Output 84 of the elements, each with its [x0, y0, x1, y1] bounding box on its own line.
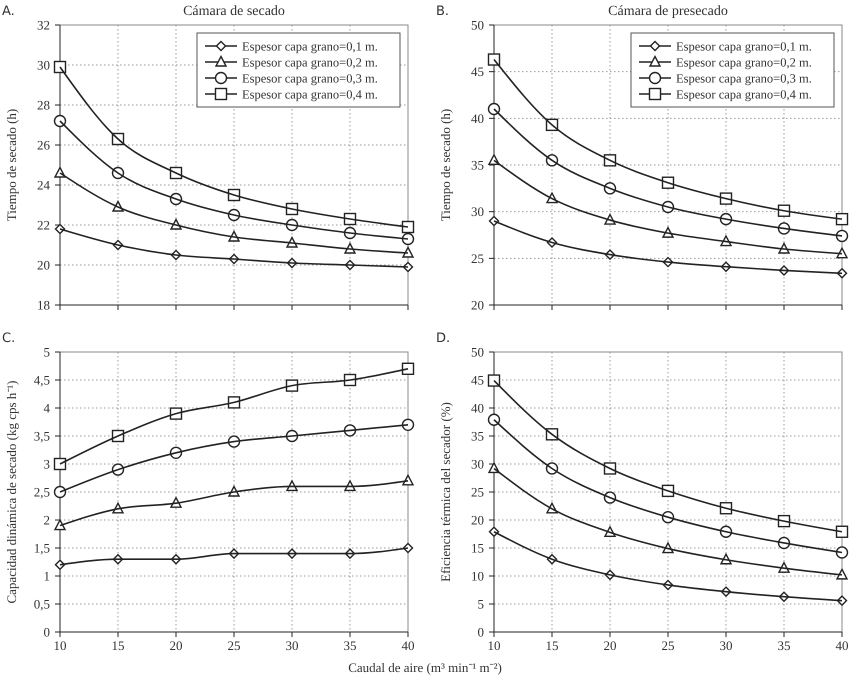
y-axis-title: Eficiencia térmica del secador (%) [438, 402, 453, 582]
y-tick-label: 26 [37, 138, 50, 153]
point [836, 212, 848, 226]
text: A. [2, 4, 15, 19]
y-tick-label: 20 [471, 298, 484, 313]
text: B. [436, 4, 450, 19]
y-tick-label: 0 [44, 624, 50, 640]
point [836, 230, 848, 242]
y-tick-label: 20 [37, 258, 50, 273]
legend-label: Espesor capa grano=0,1 m. [242, 39, 378, 54]
y-tick-label: 50 [471, 18, 484, 33]
y-tick-label: 25 [471, 250, 484, 266]
y-tick-label: 35 [471, 158, 484, 173]
y-tick-label: 45 [471, 64, 484, 80]
point [54, 486, 66, 498]
y-tick-label: 20 [471, 512, 484, 528]
y-tick-label: 32 [37, 18, 50, 33]
point [54, 60, 66, 74]
legend-label: Espesor capa grano=0,2 m. [242, 55, 378, 70]
x-tick-label: 30 [286, 638, 298, 653]
x-tick-label: 25 [228, 638, 240, 653]
point [836, 546, 848, 559]
x-tick-label: 35 [344, 638, 356, 653]
y-tick-label: 4,5 [34, 372, 50, 388]
y-tick-label: 22 [37, 218, 50, 233]
x-tick-label: 10 [54, 638, 66, 653]
y-tick-label: 3 [44, 456, 50, 472]
y-axis-title: Capacidad dinámica de secado (kg cps h⁻¹) [4, 380, 19, 604]
point [402, 362, 414, 375]
y-tick-label: 15 [471, 540, 484, 556]
y-tick-label: 30 [471, 456, 484, 472]
y-tick-label: 1 [44, 568, 50, 584]
chart-title: Cámara de presecado [608, 4, 728, 19]
x-tick-label: 40 [836, 638, 848, 653]
text: C. [2, 331, 16, 346]
y-tick-label: 10 [471, 568, 484, 584]
y-tick-label: 40 [471, 110, 484, 126]
legend-label: Espesor capa grano=0,2 m. [676, 55, 812, 70]
x-tick-label: 30 [720, 638, 732, 653]
legend-label: Espesor capa grano=0,3 m. [676, 71, 812, 86]
y-tick-label: 1,5 [34, 540, 50, 556]
point [836, 568, 848, 580]
point [54, 458, 66, 470]
legend-label: Espesor capa grano=0,4 m. [676, 87, 812, 102]
x-tick-label: 15 [112, 638, 124, 653]
y-axis-title: Tiempo de secado (h) [438, 108, 453, 222]
y-tick-label: 2 [44, 512, 50, 528]
x-axis-title: Caudal de aire (m³ min⁻¹ m⁻²) [348, 660, 502, 675]
x-tick-label: 40 [402, 638, 414, 653]
y-tick-label: 25 [471, 484, 484, 500]
y-tick-label: 24 [37, 178, 50, 193]
y-tick-label: 4 [44, 400, 50, 416]
x-tick-label: 20 [170, 638, 182, 653]
point [402, 246, 414, 258]
x-tick-label: 25 [662, 638, 674, 653]
y-tick-label: 45 [471, 372, 484, 388]
legend-label: Espesor capa grano=0,1 m. [676, 39, 812, 54]
y-tick-label: 30 [471, 204, 484, 220]
x-tick-label: 15 [546, 638, 558, 653]
point [836, 247, 848, 258]
legend-label: Espesor capa grano=0,3 m. [242, 71, 378, 86]
text: D. [436, 331, 450, 346]
legend-label: Espesor capa grano=0,4 m. [242, 87, 378, 102]
y-tick-label: 50 [471, 344, 484, 360]
y-tick-label: 40 [471, 400, 484, 416]
point [402, 232, 414, 246]
y-tick-label: 2,5 [34, 484, 50, 500]
y-axis-title: Tiempo de secado (h) [4, 108, 19, 222]
x-tick-label: 10 [488, 638, 500, 653]
y-tick-label: 18 [37, 298, 50, 313]
x-tick-label: 20 [604, 638, 616, 653]
y-tick-label: 0 [478, 624, 484, 640]
point [488, 414, 500, 426]
y-tick-label: 30 [37, 58, 50, 73]
y-tick-label: 3,5 [34, 428, 50, 444]
y-tick-label: 5 [44, 344, 50, 360]
x-tick-label: 35 [778, 638, 790, 653]
point [836, 526, 848, 538]
y-tick-label: 28 [37, 98, 50, 113]
chart-title: Cámara de secado [183, 4, 285, 19]
y-tick-label: 0,5 [34, 596, 50, 612]
y-tick-label: 5 [478, 596, 484, 612]
point [402, 418, 414, 431]
y-tick-label: 35 [471, 428, 484, 444]
